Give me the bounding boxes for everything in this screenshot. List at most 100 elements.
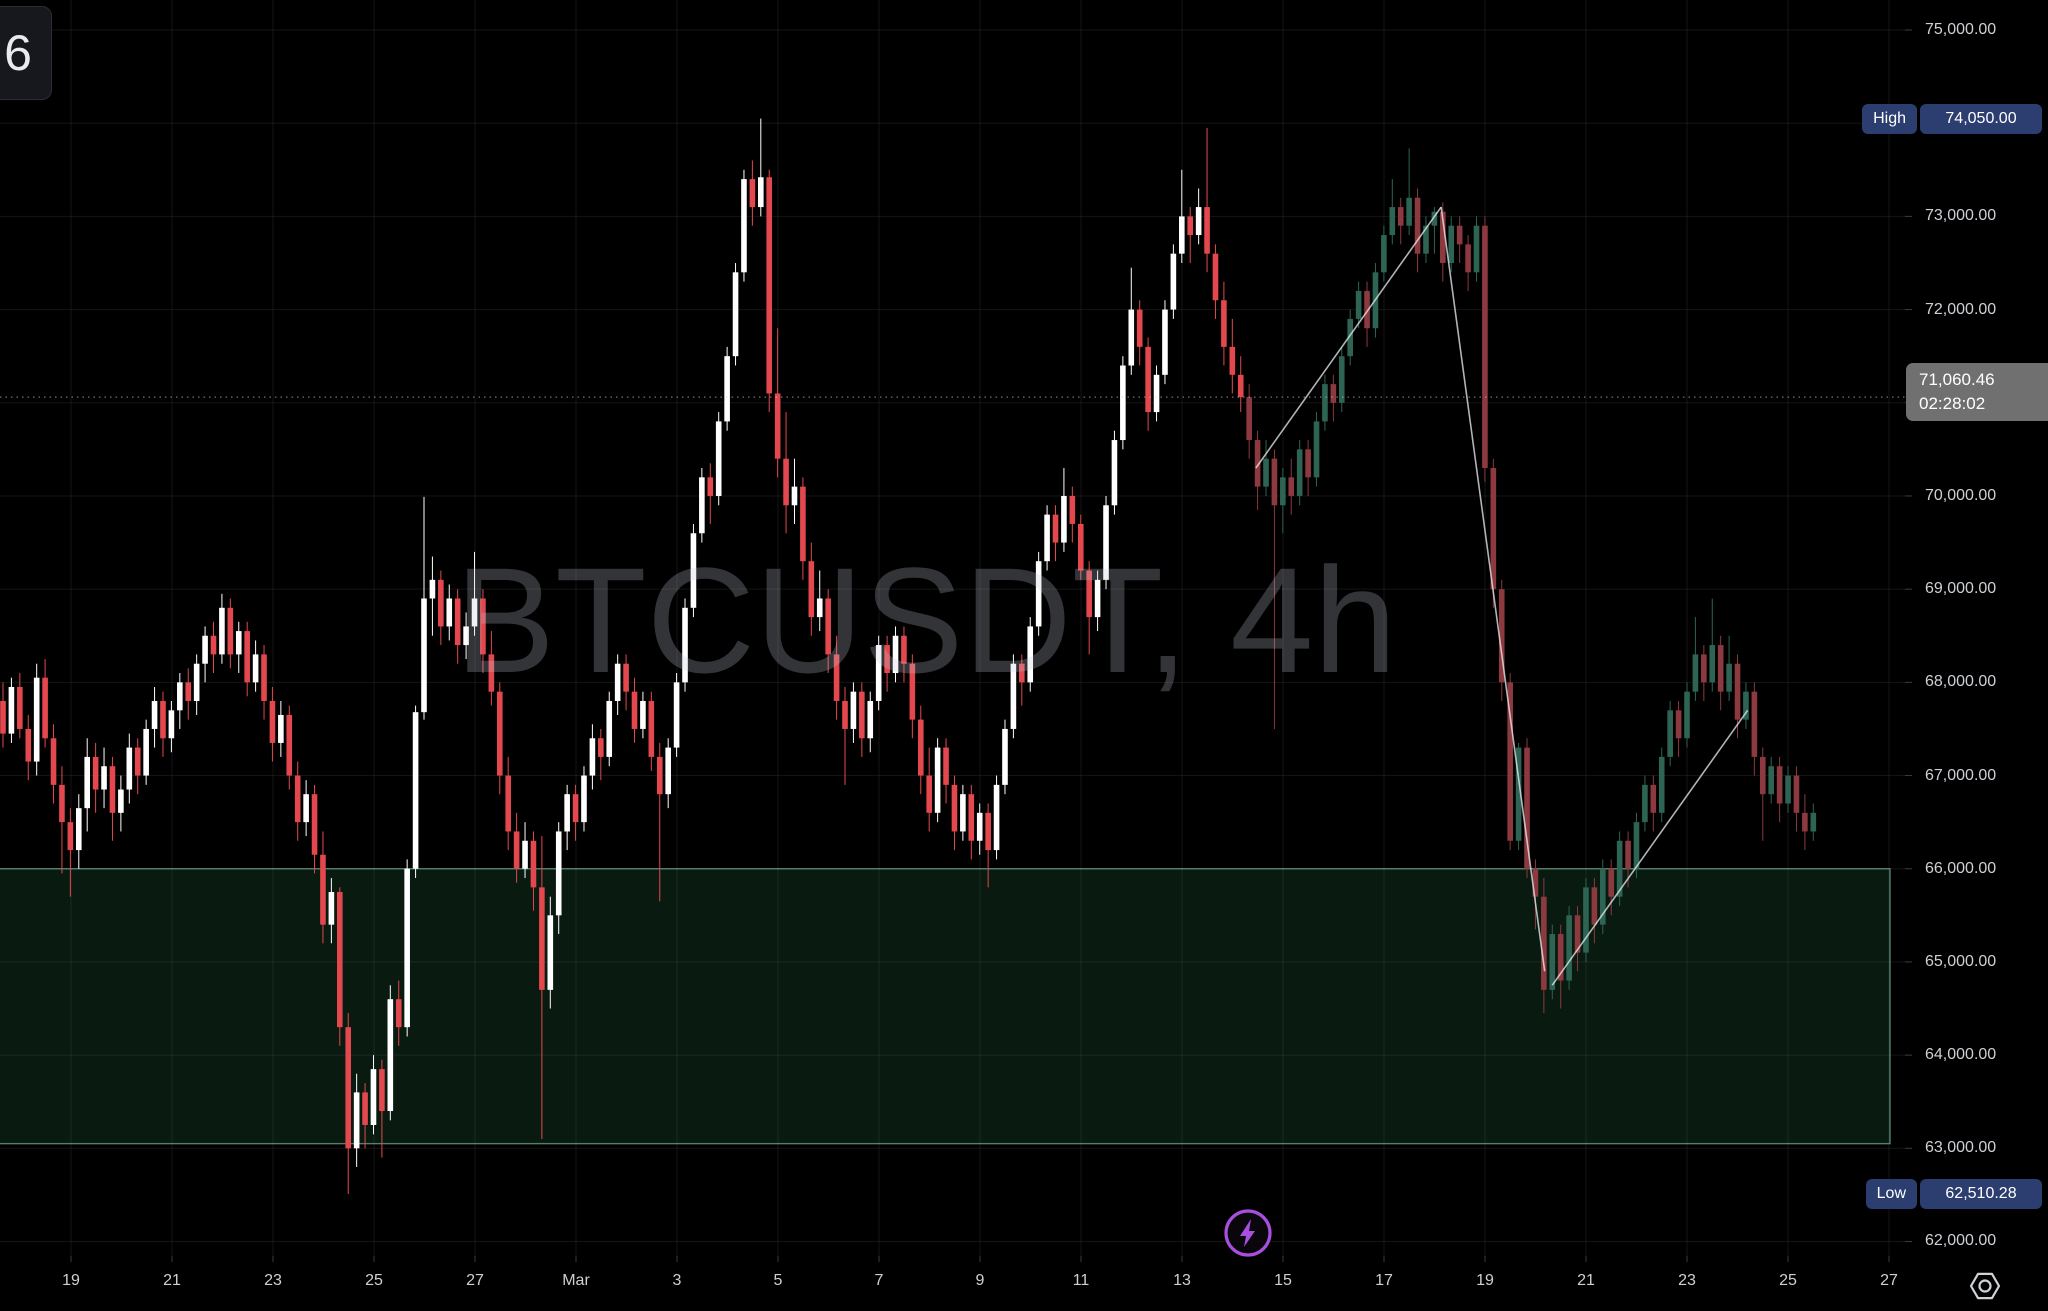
time-axis-label: 23 bbox=[264, 1272, 282, 1289]
trendline bbox=[1440, 206, 1546, 972]
candle-body bbox=[513, 831, 520, 869]
candle-body bbox=[1069, 495, 1076, 524]
candle-body bbox=[1776, 766, 1783, 804]
candle-body bbox=[1389, 207, 1396, 236]
candle-body bbox=[67, 822, 74, 851]
candle-body bbox=[1246, 397, 1252, 441]
toolbar-corner-badge[interactable]: 6 bbox=[0, 6, 52, 100]
candle-body bbox=[1271, 458, 1278, 506]
candle-body bbox=[463, 626, 469, 646]
candle-body bbox=[1591, 887, 1598, 925]
candle-body bbox=[673, 682, 680, 748]
candle-body bbox=[1153, 374, 1160, 413]
candle-body bbox=[269, 700, 276, 743]
candle-body bbox=[1566, 915, 1572, 981]
candle-body bbox=[33, 677, 40, 762]
candle-body bbox=[1667, 710, 1673, 757]
time-axis-label: Mar bbox=[562, 1272, 590, 1289]
candle-body bbox=[1532, 868, 1539, 897]
time-axis-label: 3 bbox=[672, 1272, 682, 1289]
time-axis-label: 9 bbox=[975, 1272, 985, 1289]
candle-body bbox=[656, 756, 663, 795]
candle-body bbox=[547, 915, 554, 990]
candle-body bbox=[17, 687, 23, 729]
candle-body bbox=[623, 663, 629, 692]
candle-body bbox=[1313, 421, 1320, 478]
candle-body bbox=[480, 598, 486, 655]
candle-body bbox=[1440, 211, 1446, 263]
candle-body bbox=[1145, 346, 1151, 413]
candle-body bbox=[960, 794, 966, 832]
candle-body bbox=[1473, 225, 1480, 273]
candle-body bbox=[92, 756, 99, 790]
candle-body bbox=[101, 766, 107, 790]
candle-body bbox=[1574, 915, 1581, 953]
candle-body bbox=[1305, 449, 1311, 478]
candle-body bbox=[1061, 495, 1067, 543]
candle-body bbox=[1035, 561, 1042, 627]
time-axis-label: 25 bbox=[365, 1272, 383, 1289]
candle-body bbox=[496, 691, 503, 776]
high-price-badge: High 74,050.00 bbox=[1862, 103, 2042, 134]
candle-body bbox=[168, 710, 175, 739]
candle-body bbox=[1616, 840, 1623, 897]
candle-body bbox=[589, 738, 596, 776]
candle-body bbox=[1212, 253, 1219, 301]
high-badge-label: High bbox=[1862, 103, 1917, 134]
candle-body bbox=[395, 999, 402, 1028]
support-zone bbox=[0, 868, 1891, 1145]
price-axis[interactable]: 75,000.00 73,000.00 72,000.00 70,000.00 69,0… bbox=[1905, 0, 2048, 1262]
candle-body bbox=[1179, 216, 1185, 254]
candle-body bbox=[934, 747, 941, 813]
candle-body bbox=[1338, 356, 1345, 403]
high-badge-value: 74,050.00 bbox=[1920, 103, 2042, 134]
time-axis-label: 7 bbox=[874, 1272, 884, 1289]
candle-body bbox=[1406, 197, 1412, 226]
candle-body bbox=[1751, 691, 1758, 757]
candle-body bbox=[581, 775, 587, 823]
candle-body bbox=[901, 635, 907, 664]
candle-body bbox=[227, 607, 234, 655]
candle-body bbox=[1717, 645, 1724, 692]
candle-body bbox=[690, 533, 697, 608]
candle-body bbox=[1675, 710, 1682, 739]
price-axis-label: 62,000.00 bbox=[1925, 1232, 1997, 1250]
candle-body bbox=[404, 868, 410, 1028]
replay-position-button[interactable] bbox=[1222, 1207, 1274, 1259]
axis-settings-button[interactable] bbox=[1963, 1266, 2007, 1306]
candle-body bbox=[976, 812, 983, 841]
candle-body bbox=[412, 712, 419, 869]
candle-body bbox=[943, 747, 949, 785]
candle-body bbox=[42, 677, 48, 739]
candle-body bbox=[235, 631, 242, 655]
time-axis-label: 27 bbox=[1880, 1272, 1898, 1289]
candle-body bbox=[177, 682, 183, 711]
candle-body bbox=[1684, 691, 1690, 739]
candle-body bbox=[337, 892, 343, 1028]
candle-body bbox=[1322, 384, 1328, 422]
candle-body bbox=[311, 794, 318, 855]
candle-body bbox=[421, 598, 427, 713]
candle-body bbox=[1103, 505, 1109, 580]
candle-body bbox=[707, 477, 714, 496]
candle-body bbox=[758, 177, 764, 208]
price-axis-label: 67,000.00 bbox=[1925, 766, 1997, 784]
candle-body bbox=[951, 784, 958, 832]
candle-body bbox=[261, 654, 267, 701]
candle-body bbox=[1734, 663, 1741, 720]
candle-body bbox=[1524, 747, 1530, 869]
price-axis-label: 68,000.00 bbox=[1925, 673, 1997, 691]
time-axis[interactable]: 19 21 23 25 27 Mar 3 5 7 9 11 13 15 17 19 21 23 25 27 bbox=[0, 1262, 1905, 1311]
candle-body bbox=[1221, 300, 1227, 347]
candle-body bbox=[286, 714, 293, 776]
candle-body bbox=[143, 728, 149, 776]
candle-body bbox=[1044, 514, 1050, 562]
time-axis-label: 21 bbox=[163, 1272, 181, 1289]
time-axis-label: 11 bbox=[1072, 1272, 1090, 1289]
candle-body bbox=[1515, 747, 1522, 841]
candle-body bbox=[1263, 458, 1269, 487]
time-axis-label: 13 bbox=[1173, 1272, 1191, 1289]
candle-body bbox=[0, 700, 6, 734]
candle-body bbox=[1019, 663, 1025, 683]
